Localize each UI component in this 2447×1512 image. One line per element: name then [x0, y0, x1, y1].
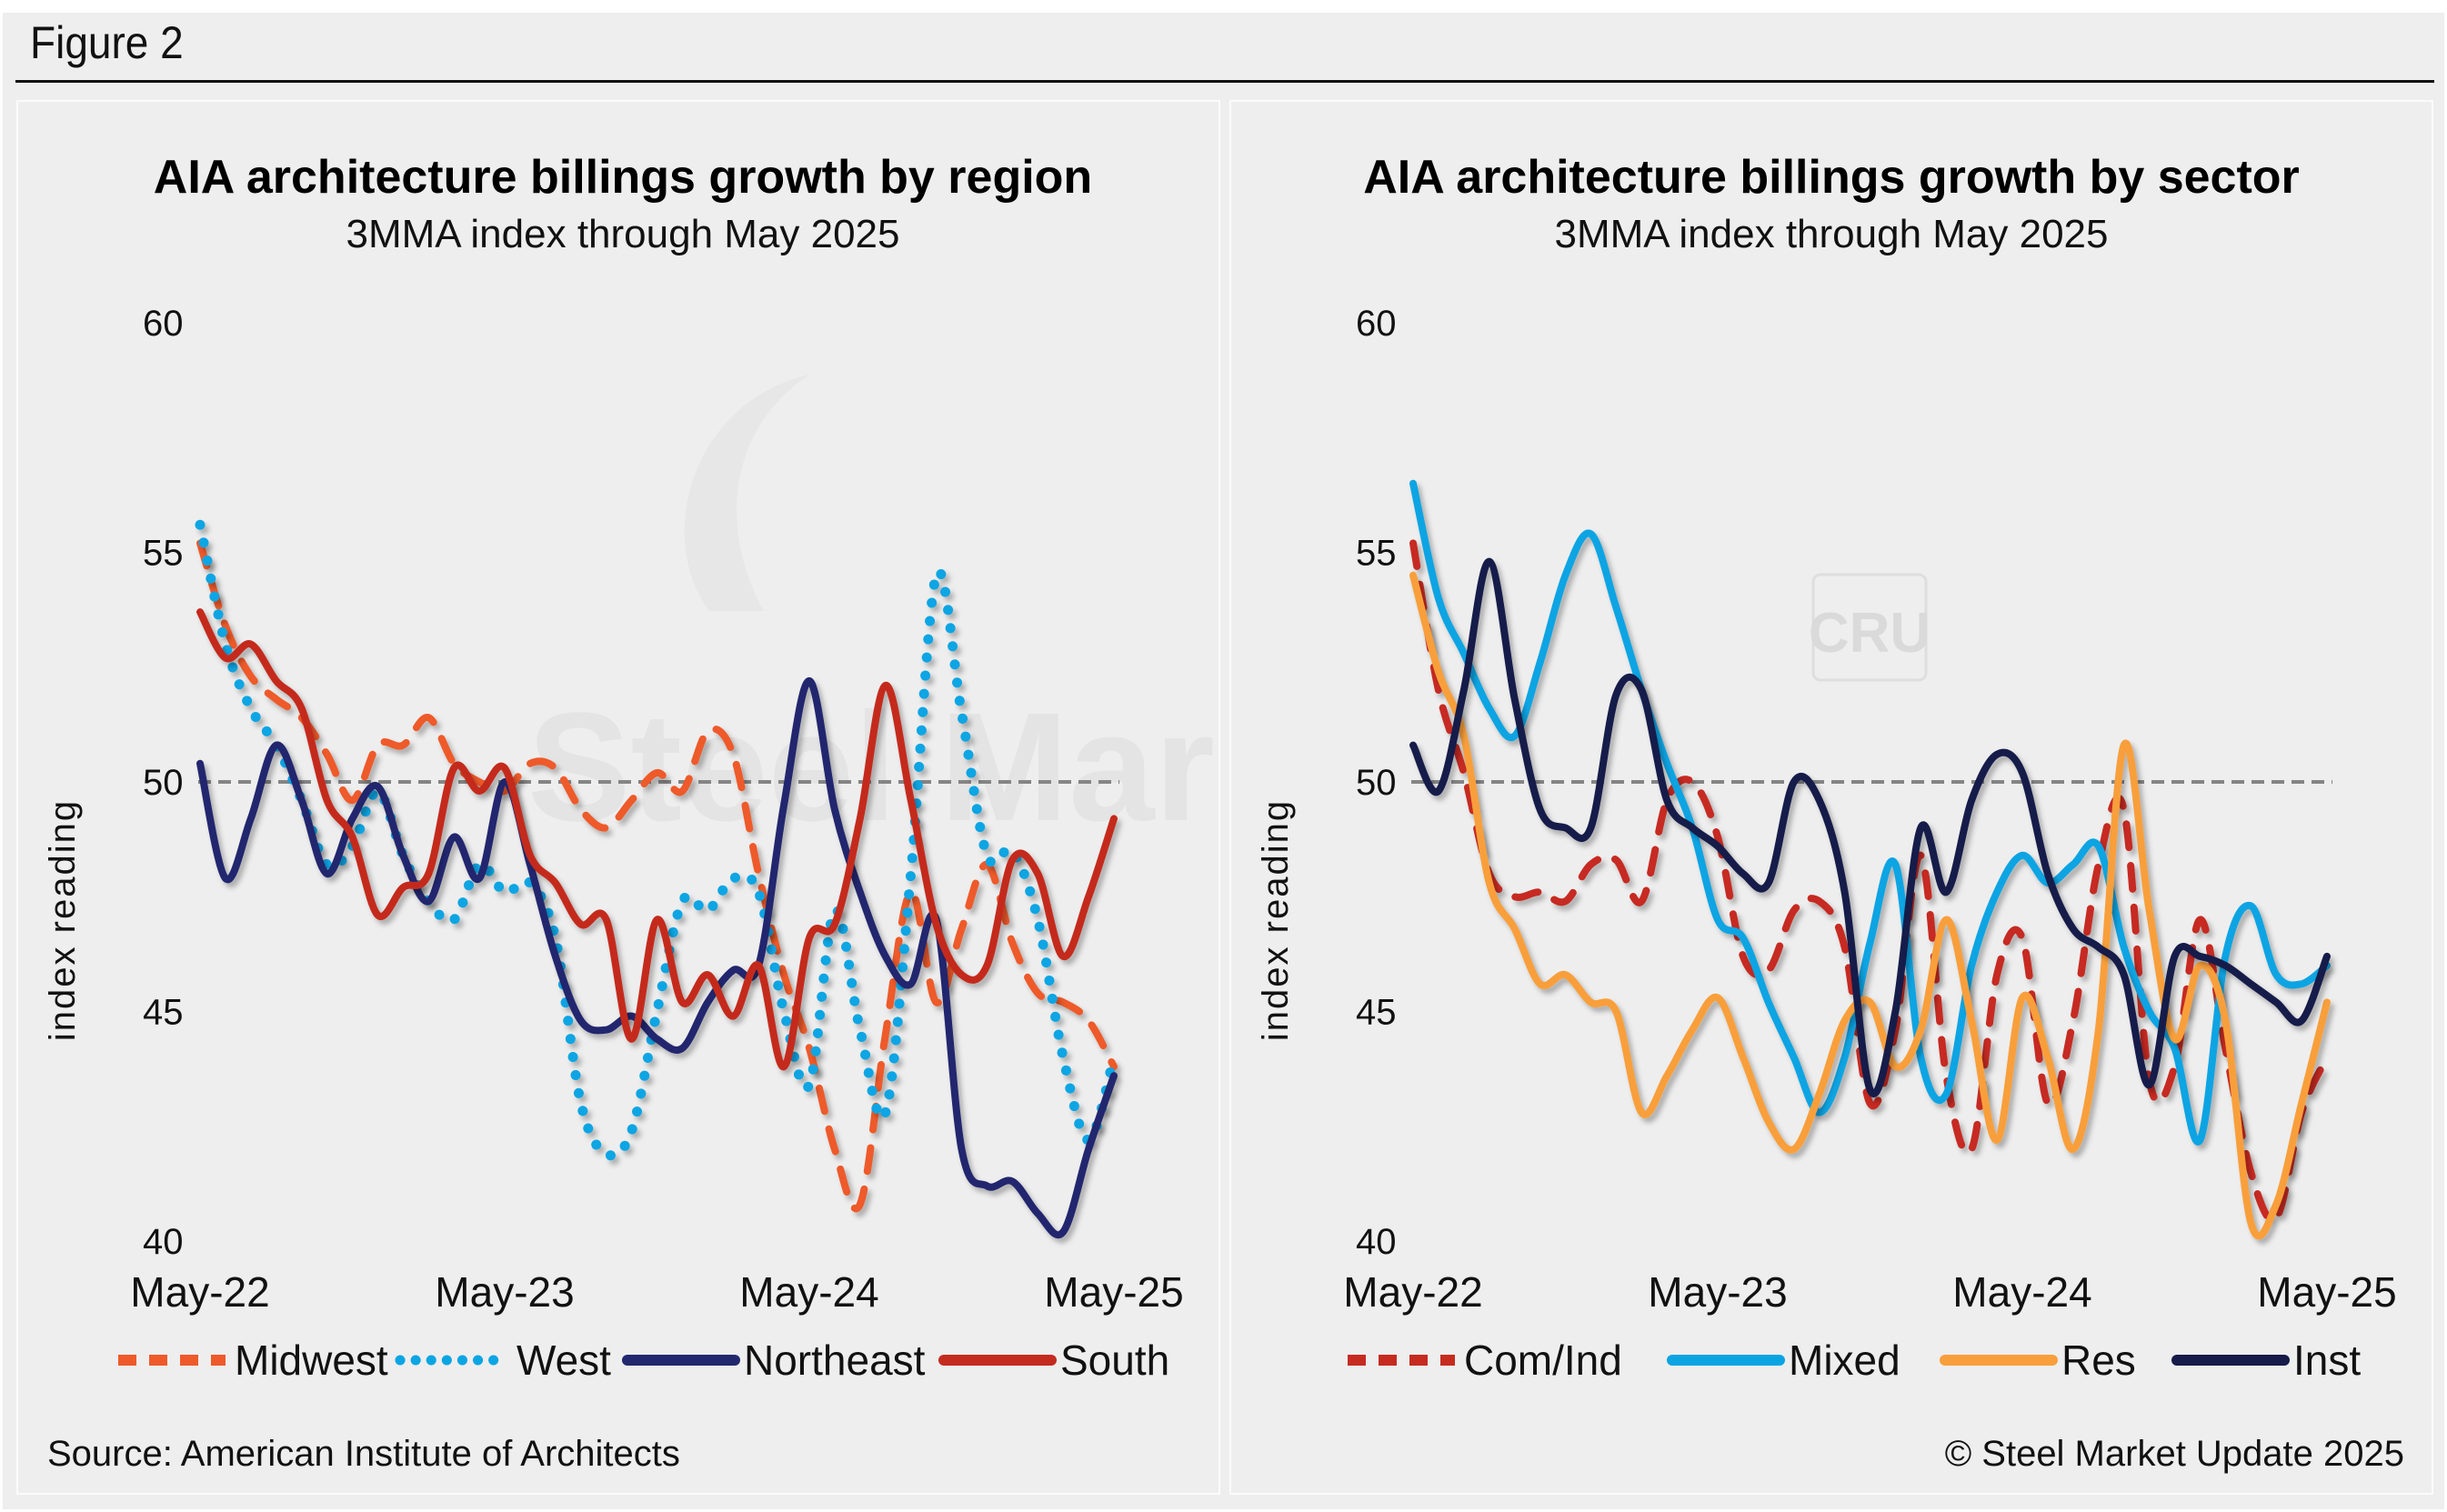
chart-panel-region: Steel Market Update AIA architecture bil… [16, 100, 1220, 1495]
x-tick-label: May-23 [1648, 1268, 1787, 1316]
watermark-text-bold: Steel Market Update [527, 681, 1218, 854]
series-line-res [1409, 571, 2331, 1240]
legend-label: Northeast [744, 1337, 926, 1384]
series-line-northeast [196, 676, 1118, 1239]
watermark: Steel Market Update [527, 375, 1218, 854]
y-axis-label: index reading [43, 799, 83, 1041]
y-tick-label: 60 [143, 304, 184, 344]
watermark-logo-text: CRU [1809, 602, 1931, 665]
series-line-midwest [196, 539, 1118, 1213]
x-tick-label: May-25 [1044, 1268, 1183, 1316]
series-line-west [195, 519, 1119, 1161]
legend: Com/Ind Mixed Res Inst [1348, 1337, 2361, 1384]
legend-item-west: West [395, 1337, 611, 1384]
y-tick-label: 40 [143, 1222, 184, 1262]
x-tick-label: May-22 [1343, 1268, 1482, 1316]
y-axis: 40 45 50 55 60 [1356, 304, 1397, 1262]
watermark-cru-logo-icon [1811, 573, 1928, 682]
x-tick-label: May-24 [1952, 1268, 2091, 1316]
copyright-note: © Steel Market Update 2025 [1945, 1434, 2404, 1474]
legend-item-com-ind: Com/Ind [1348, 1337, 1622, 1384]
legend-item-res: Res [1940, 1337, 2136, 1384]
legend-item-south: South [938, 1337, 1169, 1384]
y-tick-label: 60 [1356, 304, 1397, 344]
legend-label: South [1060, 1337, 1169, 1384]
legend-label: Inst [2293, 1337, 2361, 1384]
watermark: CRU [1809, 573, 1931, 682]
chart-subtitle: 3MMA index through May 2025 [346, 212, 899, 256]
x-tick-label: May-23 [435, 1268, 574, 1316]
x-tick-label: May-24 [739, 1268, 878, 1316]
legend-label: Mixed [1789, 1337, 1900, 1384]
y-tick-label: 50 [1356, 763, 1397, 803]
figure-label: Figure 2 [30, 17, 184, 68]
region-chart: Steel Market Update AIA architecture bil… [43, 151, 1218, 1474]
chart-subtitle: 3MMA index through May 2025 [1554, 212, 2108, 256]
series-lines [195, 519, 1119, 1239]
watermark-swoosh-icon [684, 375, 809, 611]
legend-item-mixed: Mixed [1667, 1337, 1900, 1384]
source-note: Source: American Institute of Architects [47, 1434, 680, 1474]
legend-label: Midwest [235, 1337, 388, 1384]
y-tick-label: 55 [1356, 534, 1397, 574]
legend-item-inst: Inst [2171, 1337, 2361, 1384]
series-line-inst [1409, 557, 2331, 1097]
series-lines [1409, 479, 2331, 1240]
sector-chart: CRU AIA architecture billings growth by … [1256, 151, 2404, 1474]
y-tick-label: 40 [1356, 1222, 1397, 1262]
x-tick-label: May-25 [2257, 1268, 2396, 1316]
x-tick-label: May-22 [130, 1268, 269, 1316]
chart-title: AIA architecture billings growth by sect… [1363, 151, 2300, 204]
y-axis-label: index reading [1256, 799, 1296, 1041]
y-tick-label: 55 [143, 534, 184, 574]
legend-label: Res [2061, 1337, 2136, 1384]
series-line-mixed [1409, 479, 2331, 1146]
legend-label: Com/Ind [1464, 1337, 1622, 1384]
series-line-south [196, 608, 1118, 1071]
y-tick-label: 45 [1356, 993, 1397, 1033]
chart-title: AIA architecture billings growth by regi… [154, 151, 1092, 204]
x-axis: May-22 May-23 May-24 May-25 [1343, 1268, 2396, 1316]
y-tick-label: 50 [143, 763, 184, 803]
legend-label: West [516, 1337, 611, 1384]
legend-item-midwest: Midwest [118, 1337, 388, 1384]
y-tick-label: 45 [143, 993, 184, 1033]
x-axis: May-22 May-23 May-24 May-25 [130, 1268, 1183, 1316]
chart-panel-sector: CRU AIA architecture billings growth by … [1229, 100, 2433, 1495]
legend: Midwest West Northeast South [118, 1337, 1169, 1384]
legend-item-northeast: Northeast [622, 1337, 926, 1384]
y-axis: 40 45 50 55 60 [143, 304, 184, 1262]
figure-divider [15, 80, 2434, 83]
